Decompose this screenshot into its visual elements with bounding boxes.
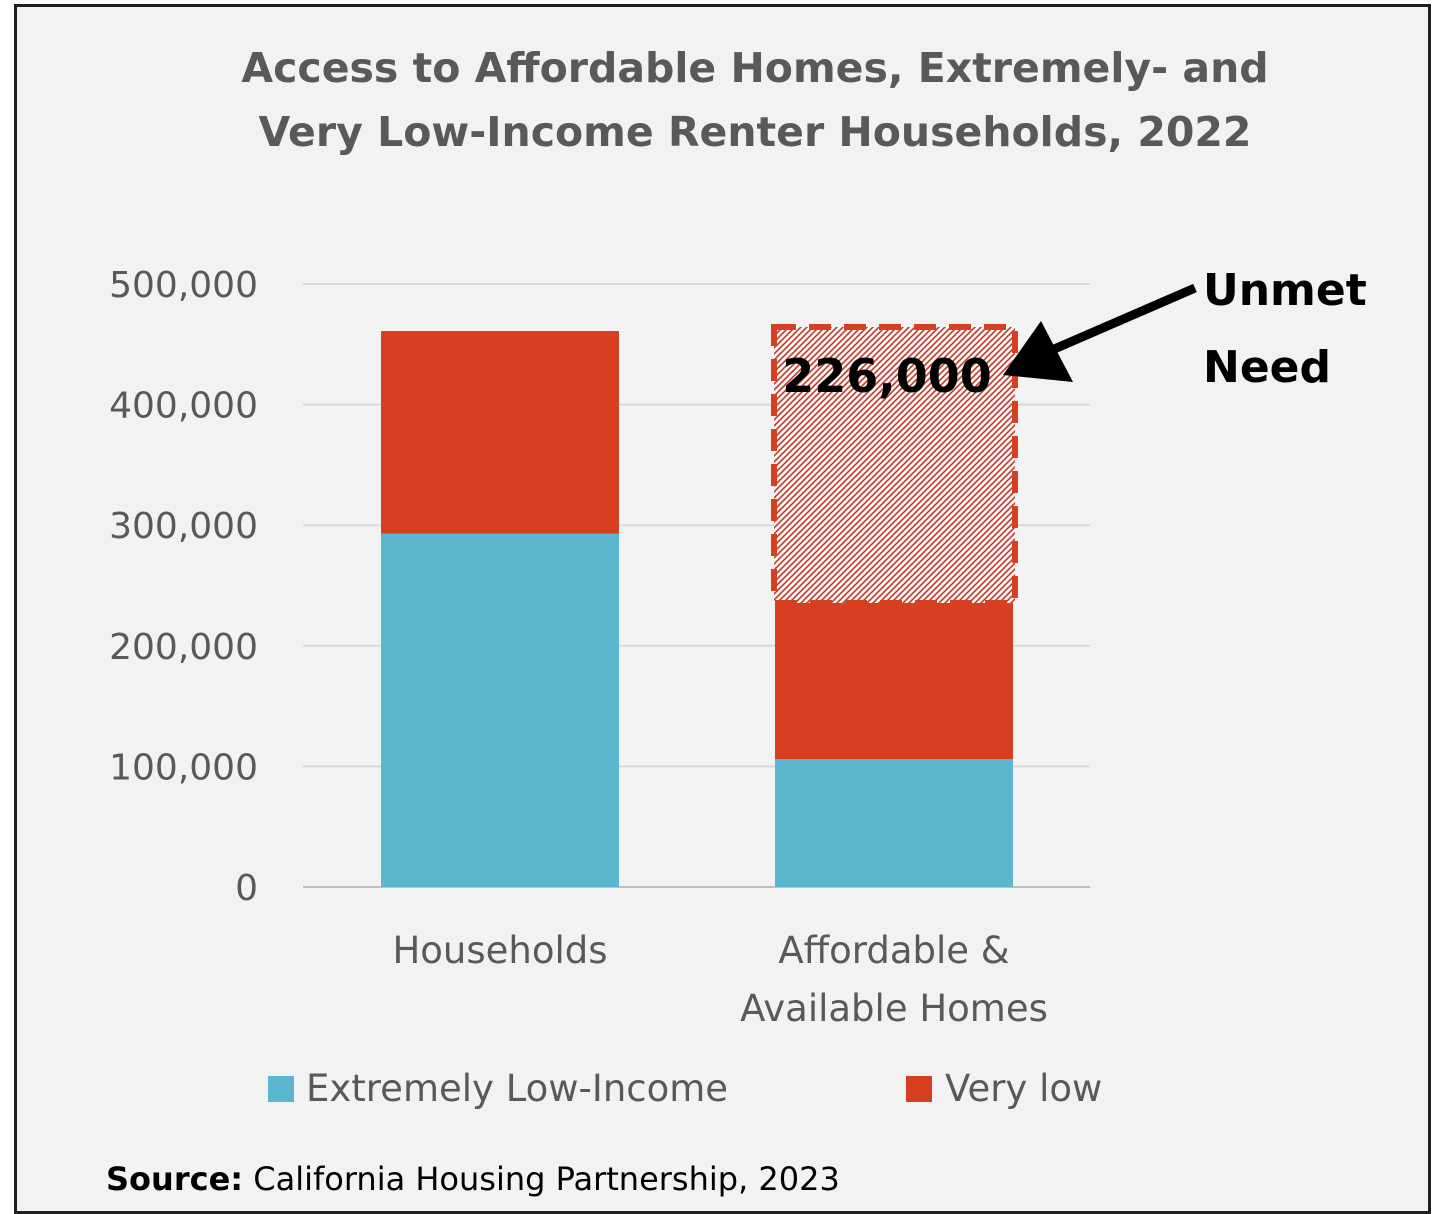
y-tick-label: 500,000 xyxy=(109,265,258,306)
legend-swatch-extremely-low-income xyxy=(268,1076,294,1102)
bar-segment xyxy=(775,759,1013,887)
unmet-need-value-label: 226,000 xyxy=(782,349,992,403)
y-tick-label: 0 xyxy=(235,868,258,909)
x-axis-category-labels: Households Affordable & Available Homes xyxy=(392,929,1047,1030)
y-axis-tick-labels: 0 100,000 200,000 300,000 400,000 500,000 xyxy=(109,265,258,909)
y-tick-label: 100,000 xyxy=(109,747,258,788)
legend-label-very-low: Very low xyxy=(945,1067,1102,1110)
y-tick-label: 400,000 xyxy=(109,386,258,427)
chart-frame xyxy=(14,4,1431,1214)
x-category-label: Households xyxy=(392,929,607,972)
y-tick-label: 200,000 xyxy=(109,627,258,668)
unmet-need-box xyxy=(771,324,1018,606)
legend-label-extremely-low-income: Extremely Low-Income xyxy=(306,1067,728,1110)
legend-swatch-very-low xyxy=(906,1076,932,1102)
chart-title-line-1: Access to Affordable Homes, Extremely- a… xyxy=(241,44,1268,92)
source-note: Source: California Housing Partnership, … xyxy=(106,1160,840,1198)
unmet-need-arrow xyxy=(1003,283,1197,382)
bars xyxy=(381,331,1013,887)
bar-segment xyxy=(381,533,619,887)
source-text: California Housing Partnership, 2023 xyxy=(253,1160,840,1198)
y-tick-label: 300,000 xyxy=(109,506,258,547)
bar-segment xyxy=(775,601,1013,760)
legend: Extremely Low-Income Very low xyxy=(268,1067,1102,1110)
unmet-need-callout-line-2: Need xyxy=(1203,342,1331,393)
bar-segment xyxy=(381,331,619,534)
x-category-label: Available Homes xyxy=(740,987,1048,1030)
x-category-label: Affordable & xyxy=(778,929,1009,972)
unmet-need-callout-line-1: Unmet xyxy=(1203,265,1367,316)
chart-title-line-2: Very Low-Income Renter Households, 2022 xyxy=(259,108,1252,156)
source-label: Source: xyxy=(106,1160,243,1198)
